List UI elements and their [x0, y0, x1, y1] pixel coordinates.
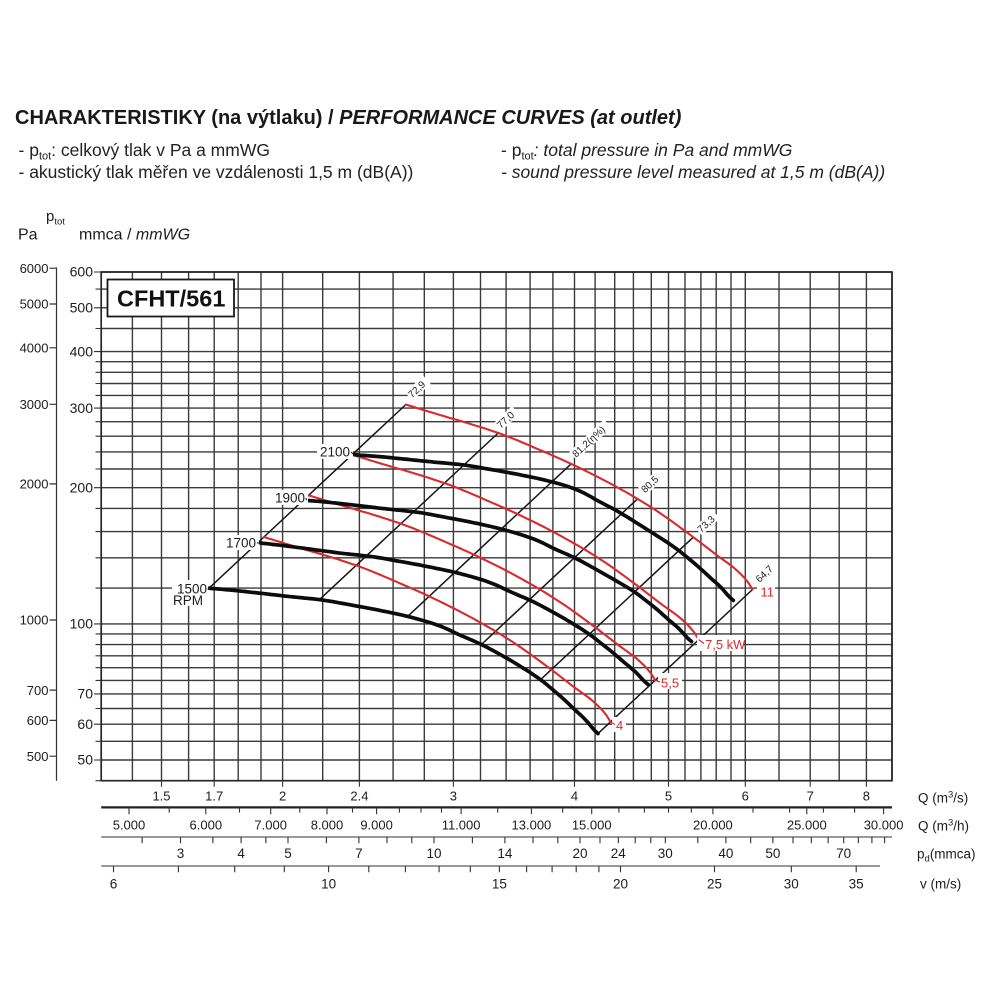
- svg-text:25.000: 25.000: [787, 817, 827, 832]
- svg-text:30: 30: [784, 877, 799, 892]
- svg-text:2.4: 2.4: [350, 789, 368, 804]
- svg-text:600: 600: [70, 264, 94, 280]
- svg-text:4: 4: [616, 718, 623, 733]
- svg-text:3: 3: [177, 846, 185, 861]
- svg-text:2100: 2100: [320, 445, 350, 460]
- svg-text:6.000: 6.000: [190, 817, 223, 832]
- svg-text:4: 4: [237, 846, 245, 861]
- svg-text:14: 14: [497, 846, 513, 861]
- svg-text:- akustický tlak měřen ve vzdá: - akustický tlak měřen ve vzdálenosti 1,…: [19, 162, 414, 182]
- svg-text:300: 300: [70, 400, 94, 416]
- svg-text:Q (m3/h): Q (m3/h): [918, 818, 969, 834]
- svg-text:3: 3: [450, 789, 457, 804]
- svg-text:Pa: Pa: [18, 227, 38, 244]
- svg-text:7: 7: [807, 789, 814, 804]
- svg-text:400: 400: [70, 343, 94, 359]
- svg-text:5: 5: [284, 846, 292, 861]
- svg-text:7.000: 7.000: [254, 817, 287, 832]
- svg-text:100: 100: [70, 616, 94, 632]
- svg-text:3000: 3000: [20, 397, 49, 412]
- svg-text:4: 4: [571, 789, 578, 804]
- svg-text:40: 40: [718, 846, 733, 861]
- svg-text:1900: 1900: [275, 491, 305, 506]
- svg-text:1700: 1700: [226, 536, 256, 551]
- svg-text:10: 10: [321, 877, 336, 892]
- svg-text:10: 10: [426, 846, 441, 861]
- svg-text:500: 500: [70, 300, 94, 316]
- svg-text:11.000: 11.000: [442, 817, 481, 832]
- svg-text:700: 700: [27, 683, 49, 698]
- svg-text:Q (m3/s): Q (m3/s): [918, 790, 968, 806]
- svg-text:5.000: 5.000: [113, 817, 146, 832]
- svg-text:200: 200: [70, 479, 94, 495]
- svg-text:mmca / mmWG: mmca / mmWG: [79, 227, 190, 244]
- svg-text:8: 8: [863, 789, 870, 804]
- svg-text:4000: 4000: [20, 341, 49, 356]
- svg-text:24: 24: [611, 846, 627, 861]
- svg-text:1.7: 1.7: [205, 789, 223, 804]
- svg-text:15.000: 15.000: [572, 817, 612, 832]
- svg-text:- sound pressure level measure: - sound pressure level measured at 1,5 m…: [501, 162, 885, 182]
- svg-text:50: 50: [77, 752, 93, 768]
- svg-text:5,5: 5,5: [661, 676, 679, 691]
- svg-text:7,5 kW: 7,5 kW: [705, 637, 746, 652]
- svg-text:- ptot: total pressure in Pa a: - ptot: total pressure in Pa and mmWG: [501, 140, 792, 163]
- svg-text:11: 11: [761, 585, 775, 600]
- svg-text:13.000: 13.000: [512, 817, 552, 832]
- svg-text:5: 5: [665, 789, 672, 804]
- svg-text:pd(mmca): pd(mmca): [917, 847, 976, 865]
- svg-text:1.5: 1.5: [152, 789, 170, 804]
- svg-text:6000: 6000: [20, 261, 49, 276]
- svg-text:500: 500: [27, 749, 49, 764]
- svg-text:RPM: RPM: [173, 593, 203, 608]
- svg-text:5000: 5000: [20, 297, 49, 312]
- svg-text:2: 2: [279, 789, 286, 804]
- svg-text:30.000: 30.000: [864, 817, 904, 832]
- svg-text:7: 7: [355, 846, 363, 861]
- svg-text:6: 6: [110, 877, 118, 892]
- svg-text:600: 600: [27, 713, 49, 728]
- svg-text:- ptot: celkový tlak v Pa a mm: - ptot: celkový tlak v Pa a mmWG: [19, 140, 270, 163]
- svg-text:CHARAKTERISTIKY (na výtlaku) /: CHARAKTERISTIKY (na výtlaku) / PERFORMAN…: [15, 107, 682, 129]
- svg-text:70: 70: [836, 846, 851, 861]
- svg-text:15: 15: [492, 877, 507, 892]
- svg-text:2000: 2000: [20, 477, 49, 492]
- svg-text:35: 35: [849, 877, 864, 892]
- svg-text:1000: 1000: [20, 613, 49, 628]
- svg-text:CFHT/561: CFHT/561: [117, 286, 225, 312]
- svg-text:20: 20: [613, 877, 628, 892]
- svg-text:9.000: 9.000: [360, 817, 393, 832]
- svg-text:50: 50: [765, 846, 780, 861]
- svg-text:25: 25: [707, 877, 722, 892]
- svg-text:70: 70: [77, 686, 93, 702]
- svg-text:6: 6: [742, 789, 749, 804]
- svg-text:8.000: 8.000: [311, 817, 344, 832]
- svg-text:60: 60: [77, 716, 93, 732]
- svg-text:30: 30: [658, 846, 673, 861]
- svg-text:v (m/s): v (m/s): [920, 877, 961, 892]
- svg-text:20.000: 20.000: [693, 817, 733, 832]
- svg-text:1500: 1500: [177, 581, 207, 596]
- svg-text:20: 20: [572, 846, 587, 861]
